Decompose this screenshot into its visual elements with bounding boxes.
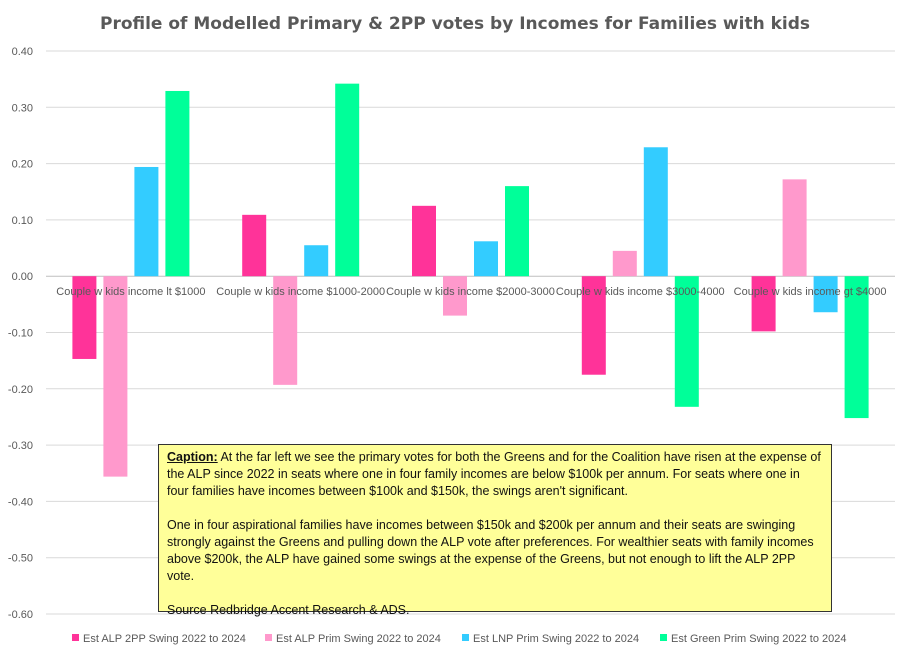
caption-para-2: One in four aspirational families have i…: [167, 518, 814, 583]
y-tick-label: 0.20: [12, 159, 33, 171]
legend: Est ALP 2PP Swing 2022 to 2024 Est ALP Pr…: [72, 633, 846, 645]
bar: [273, 276, 298, 385]
bar: [443, 276, 467, 316]
legend-swatch: [462, 634, 469, 641]
legend-label: Est LNP Prim Swing 2022 to 2024: [473, 633, 639, 645]
bar: [103, 276, 128, 477]
bar: [643, 147, 668, 277]
legend-swatch: [660, 634, 667, 641]
caption-box: Caption: At the far left we see the prim…: [158, 444, 832, 617]
caption-label: Caption:: [167, 450, 218, 464]
bar: [674, 276, 699, 407]
y-tick-label: -0.50: [8, 553, 33, 565]
y-tick-label: -0.20: [8, 384, 33, 396]
bar: [612, 250, 637, 277]
category-label: Couple w kids income $1000-2000: [216, 286, 385, 298]
category-label: Couple w kids income lt $1000: [56, 286, 205, 298]
bar: [474, 241, 498, 277]
y-tick-label: 0.10: [12, 215, 33, 227]
caption-para-1: Caption: At the far left we see the prim…: [167, 449, 823, 500]
legend-label: Est ALP Prim Swing 2022 to 2024: [276, 633, 441, 645]
bar: [581, 276, 606, 375]
bar: [72, 276, 97, 359]
y-axis-ticks: 0.40 0.30 0.20 0.10 0.00 -0.10 -0.20 -0.30 -0.40…: [8, 46, 33, 621]
bar: [242, 214, 267, 277]
bar: [134, 166, 159, 277]
category-label: Couple w kids income gt $4000: [734, 286, 887, 298]
caption-text-1: At the far left we see the primary votes…: [167, 450, 821, 498]
category-label: Couple w kids income $3000-4000: [556, 286, 725, 298]
y-tick-label: -0.10: [8, 328, 33, 340]
bar: [782, 179, 807, 277]
legend-swatch: [72, 634, 79, 641]
bar: [165, 90, 190, 277]
bar: [844, 276, 869, 419]
y-tick-label: 0.30: [12, 102, 33, 114]
legend-label: Est ALP 2PP Swing 2022 to 2024: [83, 633, 246, 645]
y-tick-label: 0.40: [12, 46, 33, 58]
bar: [304, 245, 329, 277]
y-tick-label: -0.30: [8, 440, 33, 452]
category-labels: Couple w kids income lt $1000 Couple w ki…: [56, 286, 886, 298]
y-tick-label: -0.60: [8, 609, 33, 621]
bar: [412, 205, 436, 277]
y-tick-label: -0.40: [8, 496, 33, 508]
bar: [505, 186, 529, 277]
legend-label: Est Green Prim Swing 2022 to 2024: [671, 633, 846, 645]
caption-source: Source Redbridge Accent Research & ADS.: [167, 603, 410, 617]
bar: [751, 276, 776, 332]
y-tick-label: 0.00: [12, 271, 33, 283]
category-label: Couple w kids income $2000-3000: [386, 286, 555, 298]
bars: [72, 83, 869, 477]
legend-swatch: [265, 634, 272, 641]
bar: [335, 83, 360, 277]
bar: [813, 276, 838, 313]
chart-title: Profile of Modelled Primary & 2PP votes …: [100, 14, 810, 34]
